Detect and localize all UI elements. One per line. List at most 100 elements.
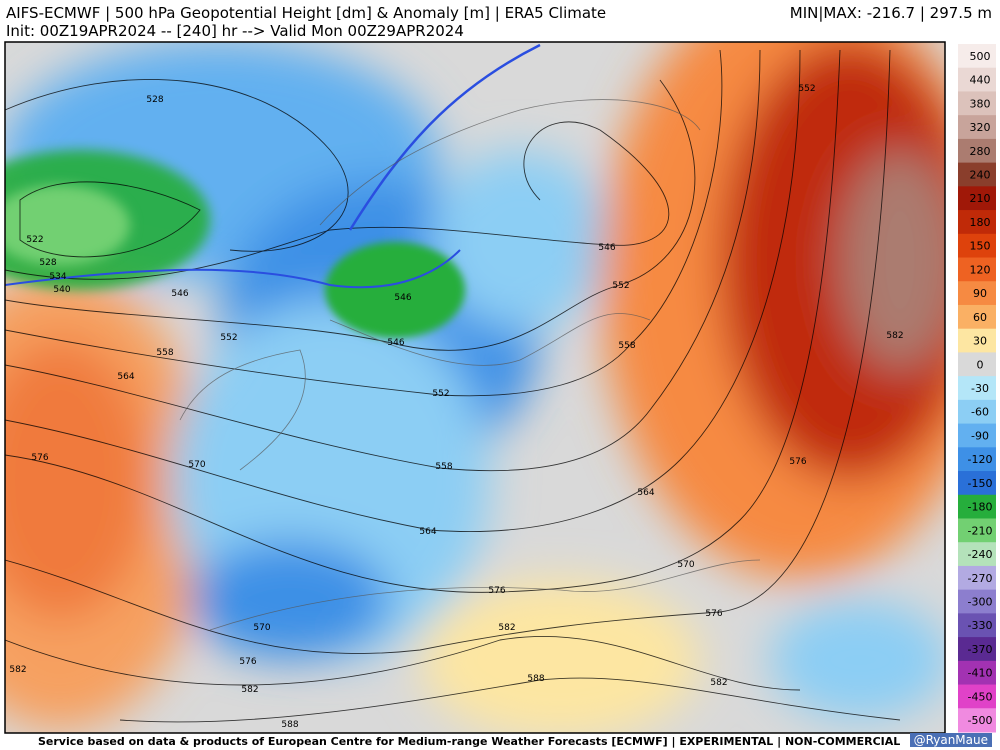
colorbar-segment [958,91,996,116]
colorbar-segment [958,637,996,662]
colorbar-label: 120 [970,263,991,276]
contour-label: 588 [281,720,298,730]
colorbar-label: 500 [970,50,991,63]
colorbar-label: 0 [977,358,984,371]
colorbar-segment [958,708,996,733]
colorbar-segment [958,471,996,496]
contour-label: 546 [598,243,615,253]
colorbar-segment [958,684,996,709]
colorbar-label: -450 [968,690,993,703]
colorbar-segment [958,376,996,401]
footer-text: Service based on data & products of Euro… [38,735,901,748]
colorbar-segment [958,660,996,686]
contour-label: 582 [241,685,258,695]
colorbar-segment [958,44,996,69]
colorbar-label: -240 [968,548,993,561]
contour-label: 528 [146,95,163,105]
colorbar-label: 240 [970,168,991,181]
contour-label: 570 [677,560,694,570]
colorbar-segment [958,67,996,92]
contour-label: 576 [705,609,722,619]
colorbar-segment [958,423,996,448]
contour-label: 582 [886,331,903,341]
colorbar-segment [958,138,996,164]
contour-label: 564 [419,527,436,537]
contour-label: 540 [53,285,70,295]
contour-label: 552 [612,281,629,291]
contour-label: 552 [220,333,237,343]
colorbar-label: -60 [971,406,989,419]
contour-label: 546 [387,338,404,348]
contour-label: 522 [26,235,43,245]
contour-label: 552 [798,84,815,94]
colorbar-segment [958,162,996,187]
colorbar-label: -120 [968,453,993,466]
contour-label: 528 [39,258,56,268]
contour-label: 564 [117,372,134,382]
colorbar-label: -30 [971,382,989,395]
colorbar-segment [958,352,996,377]
colorbar-label: 210 [970,192,991,205]
colorbar-label: -90 [971,429,989,442]
colorbar-segment [958,518,996,543]
contour-label: 582 [498,623,515,633]
contour-label: 546 [171,289,188,299]
contour-label: 588 [527,674,544,684]
contour-label: 552 [432,389,449,399]
map-frame [4,41,946,734]
contour-label: 546 [394,293,411,303]
credit: @RyanMaue [909,733,992,747]
colorbar-segment [958,233,996,259]
colorbar-label: -180 [968,501,993,514]
colorbar-label: 280 [970,145,991,158]
contour-label: 582 [710,678,727,688]
colorbar-label: 30 [973,335,987,348]
colorbar-label: -300 [968,596,993,609]
colorbar-label: -370 [968,643,993,656]
contour-label: 582 [9,665,26,675]
contour-label: 570 [188,460,205,470]
title: AIFS-ECMWF | 500 hPa Geopotential Height… [6,4,607,22]
contour-label: 576 [789,457,806,467]
colorbar-segment [958,565,996,591]
colorbar-segment [958,186,996,211]
contour-label: 576 [488,586,505,596]
colorbar-label: -270 [968,572,993,585]
colorbar-label: -210 [968,524,993,537]
contour-label: 558 [156,348,173,358]
contour-label: 534 [49,272,66,282]
colorbar-label: -330 [968,619,993,632]
colorbar-label: 180 [970,216,991,229]
contour-label: 570 [253,623,270,633]
colorbar-label: -150 [968,477,993,490]
colorbar-label: 380 [970,97,991,110]
colorbar-label: 320 [970,121,991,134]
colorbar-label: -410 [968,667,993,680]
colorbar-segment [958,613,996,638]
contour-label: 558 [435,462,452,472]
colorbar-segment [958,399,996,425]
colorbar-segment [958,542,996,567]
colorbar-segment [958,115,996,140]
colorbar-segment [958,589,996,614]
contour-label: 558 [618,341,635,351]
contour-label: 576 [31,453,48,463]
colorbar-segment [958,210,996,235]
colorbar-label: -500 [968,714,993,727]
colorbar-label: 60 [973,311,987,324]
min-max: MIN|MAX: -216.7 | 297.5 m [789,4,992,22]
contour-label: 564 [637,488,654,498]
colorbar-segment [958,304,996,330]
init-time: Init: 00Z19APR2024 -- [240] hr --> Valid… [6,22,464,40]
colorbar-label: 90 [973,287,987,300]
colorbar-segment [958,328,996,353]
colorbar-segment [958,281,996,306]
colorbar-segment [958,494,996,519]
colorbar-label: 440 [970,74,991,87]
colorbar-segment [958,447,996,472]
colorbar-label: 150 [970,240,991,253]
contour-label: 576 [239,657,256,667]
